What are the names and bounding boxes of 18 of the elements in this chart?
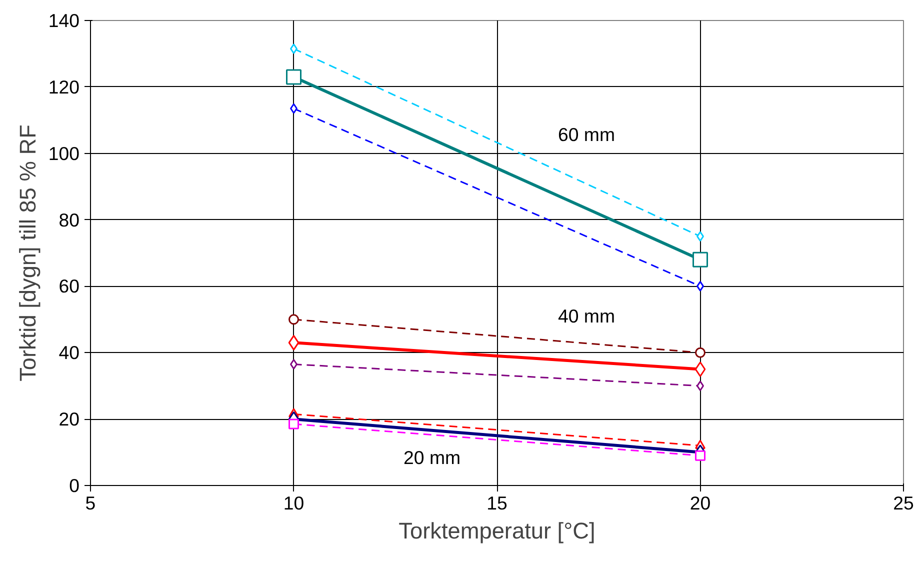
y-tick-label: 120 bbox=[48, 76, 80, 98]
x-tick-label: 15 bbox=[486, 492, 508, 514]
x-tick-label: 10 bbox=[283, 492, 304, 514]
y-axis-title: Torktid [dygn] till 85 % RF bbox=[14, 124, 40, 382]
y-tick-label: 60 bbox=[58, 276, 80, 297]
y-tick-label: 40 bbox=[58, 342, 80, 364]
y-tick-label: 140 bbox=[48, 10, 80, 31]
y-tick-label: 20 bbox=[58, 408, 80, 430]
x-tick-label: 5 bbox=[85, 492, 96, 514]
y-tick-label: 80 bbox=[58, 209, 80, 230]
y-tick-label: 100 bbox=[48, 142, 80, 164]
annotation: 60 mm bbox=[558, 124, 616, 145]
annotation: 20 mm bbox=[404, 447, 461, 468]
y-tick-label: 0 bbox=[69, 475, 80, 496]
x-axis-title: Torktemperatur [°C] bbox=[398, 518, 596, 544]
annotation: 40 mm bbox=[558, 305, 616, 326]
x-tick-label: 20 bbox=[690, 492, 711, 514]
x-tick-label: 25 bbox=[893, 492, 914, 514]
